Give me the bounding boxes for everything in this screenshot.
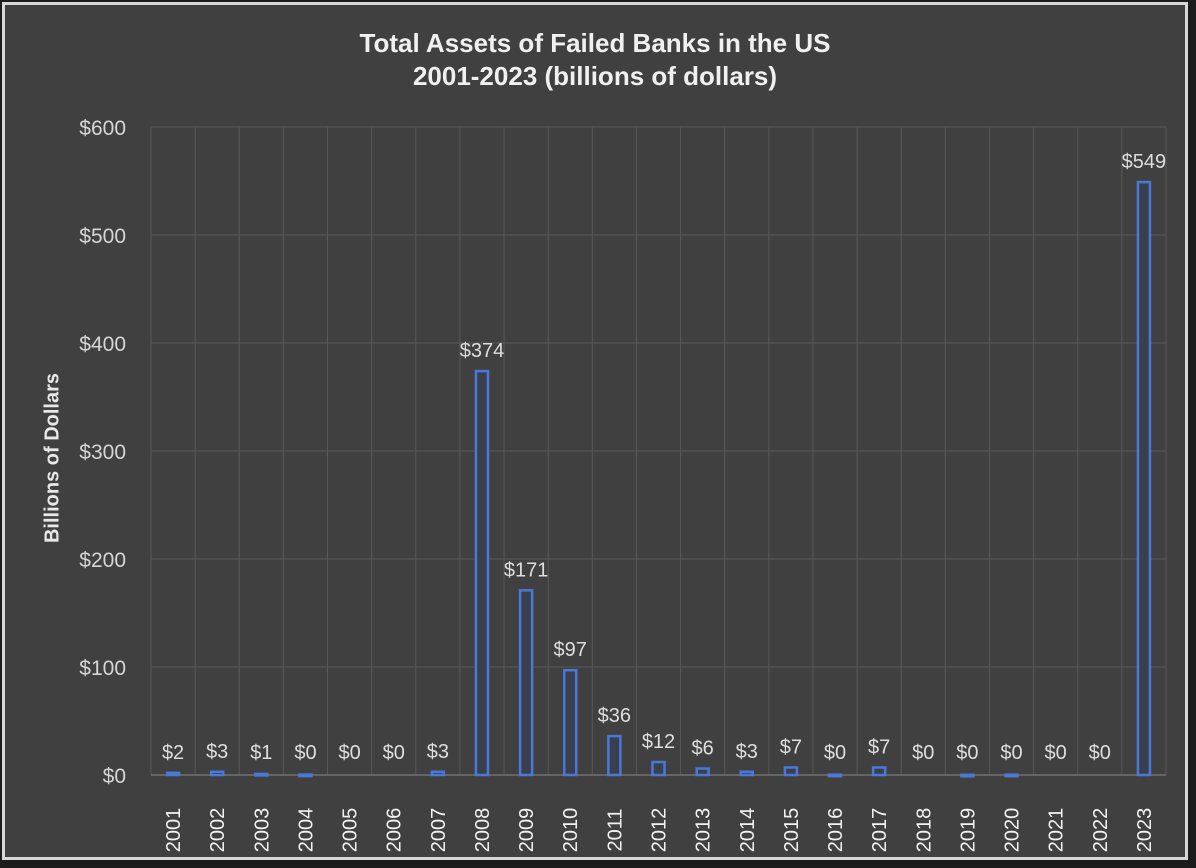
x-tick-label: 2007 xyxy=(428,808,450,853)
x-tick-label: 2012 xyxy=(649,808,671,853)
bar xyxy=(474,369,490,777)
data-label: $36 xyxy=(598,705,631,727)
x-tick-label: 2021 xyxy=(1046,808,1068,853)
bar xyxy=(298,773,313,778)
data-label: $6 xyxy=(692,738,714,760)
y-tick-label: $600 xyxy=(79,117,126,140)
y-tick-label: $0 xyxy=(103,765,126,788)
x-tick-label: 2013 xyxy=(693,808,715,853)
x-tick-label: 2008 xyxy=(472,808,494,853)
data-label: $3 xyxy=(427,741,449,763)
bar xyxy=(165,771,181,777)
data-label: $0 xyxy=(1045,742,1067,764)
bar xyxy=(695,767,710,777)
y-tick-label: $100 xyxy=(79,657,126,680)
x-tick-label: 2010 xyxy=(560,808,582,853)
data-label: $0 xyxy=(956,742,978,764)
x-tick-label: 2023 xyxy=(1134,808,1156,853)
x-tick-label: 2001 xyxy=(163,808,185,853)
bar xyxy=(827,773,843,778)
bar xyxy=(1136,180,1152,777)
bar xyxy=(960,773,975,778)
x-tick-label: 2015 xyxy=(781,808,803,853)
x-tick-label: 2004 xyxy=(295,808,317,853)
data-label: $0 xyxy=(912,742,934,764)
x-tick-label: 2011 xyxy=(604,808,626,851)
bar xyxy=(1004,773,1019,778)
y-tick-label: $300 xyxy=(79,441,126,464)
data-label: $0 xyxy=(1000,742,1022,764)
data-label: $7 xyxy=(780,736,802,758)
y-tick-label: $500 xyxy=(79,225,126,248)
data-label: $3 xyxy=(736,741,758,763)
chart-title-line1: Total Assets of Failed Banks in the US xyxy=(359,28,831,58)
data-label: $2 xyxy=(162,742,184,764)
x-tick-label: 2003 xyxy=(251,808,273,853)
x-tick-label: 2014 xyxy=(737,808,759,853)
chart-title-line2: 2001-2023 (billions of dollars) xyxy=(412,61,778,91)
data-label: $1 xyxy=(250,742,272,764)
bar xyxy=(871,766,887,777)
bar xyxy=(209,770,225,777)
bar xyxy=(783,766,799,777)
x-tick-label: 2009 xyxy=(516,808,538,853)
bar xyxy=(430,770,446,777)
data-label: $0 xyxy=(1089,742,1111,764)
data-label: $0 xyxy=(824,742,846,764)
data-label: $0 xyxy=(383,742,405,764)
x-tick-label: 2006 xyxy=(384,808,406,853)
data-label: $0 xyxy=(294,742,316,764)
data-label: $171 xyxy=(504,559,549,581)
bar xyxy=(254,772,269,777)
bar xyxy=(562,668,578,777)
data-label: $0 xyxy=(338,742,360,764)
data-label: $97 xyxy=(554,639,587,661)
x-tick-label: 2018 xyxy=(913,808,935,853)
x-tick-label: 2020 xyxy=(1002,808,1024,853)
x-tick-label: 2005 xyxy=(340,808,362,853)
data-label: $549 xyxy=(1122,151,1167,173)
x-tick-label: 2016 xyxy=(825,808,847,853)
bar xyxy=(651,760,666,777)
data-label: $3 xyxy=(206,741,228,763)
data-label: $7 xyxy=(868,736,890,758)
bar xyxy=(739,770,755,777)
bar xyxy=(518,589,534,777)
bar xyxy=(607,734,622,777)
x-tick-label: 2017 xyxy=(869,808,891,853)
y-tick-label: $200 xyxy=(79,549,126,572)
x-tick-label: 2002 xyxy=(207,808,229,853)
x-tick-label: 2022 xyxy=(1090,808,1112,853)
data-label: $374 xyxy=(460,340,505,362)
data-label: $12 xyxy=(642,731,675,753)
x-tick-label: 2019 xyxy=(957,808,979,853)
chart-title: Total Assets of Failed Banks in the US 2… xyxy=(5,27,1185,93)
y-tick-label: $400 xyxy=(79,333,126,356)
